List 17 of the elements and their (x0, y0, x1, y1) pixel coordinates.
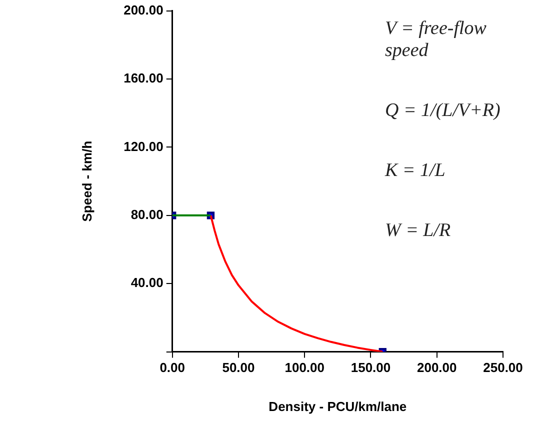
y-tick-label: 120.00 (124, 138, 164, 154)
y-tick-label: 160.00 (124, 70, 164, 86)
annotation: Q = 1/(L/V+R) (385, 100, 502, 122)
y-tick-label: 40.00 (130, 275, 164, 290)
annotation: K = 1/L (385, 160, 446, 182)
y-tick-label: 200.00 (124, 2, 164, 18)
x-tick-label: 150.00 (350, 360, 391, 376)
x-tick-label: 200.00 (416, 360, 457, 376)
annotation: V = free-flow speed (385, 18, 488, 62)
x-tick-label: 50.00 (222, 360, 255, 376)
x-axis-title: Density - PCU/km/lane (268, 398, 407, 414)
annotation: W = L/R (385, 220, 452, 242)
x-tick-label: 0.00 (160, 360, 186, 376)
y-axis-title: Speed - km/h (79, 140, 94, 222)
x-tick-label: 100.00 (284, 360, 324, 376)
y-tick-label: 80.00 (130, 206, 164, 222)
x-tick-label: 250.00 (483, 360, 523, 376)
